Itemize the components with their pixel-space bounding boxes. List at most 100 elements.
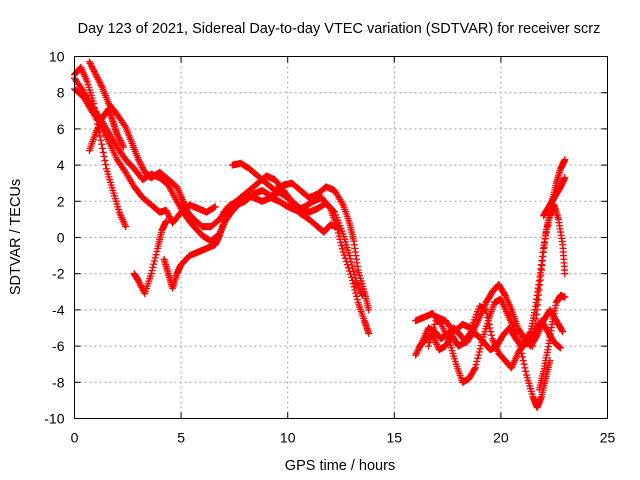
plus-marker bbox=[476, 345, 484, 353]
plus-marker bbox=[338, 245, 346, 253]
plus-marker bbox=[150, 260, 158, 268]
series-track-15 bbox=[535, 291, 569, 394]
plus-marker bbox=[471, 365, 479, 373]
plus-marker bbox=[165, 211, 173, 219]
plus-marker bbox=[474, 354, 482, 362]
y-tick-labels: -10 -8 -6 -4 -2 0 2 4 6 8 10 bbox=[44, 49, 64, 427]
plus-marker bbox=[519, 357, 527, 365]
plus-marker bbox=[338, 242, 346, 250]
y-axis-label: SDTVAR / TECUs bbox=[8, 179, 24, 295]
plus-marker bbox=[96, 132, 104, 140]
x-tick-label: 10 bbox=[280, 430, 296, 446]
plus-marker bbox=[90, 67, 98, 75]
plus-marker bbox=[482, 306, 490, 314]
plus-marker bbox=[430, 324, 438, 332]
plus-marker bbox=[414, 346, 422, 354]
plus-marker bbox=[97, 82, 105, 90]
plus-marker bbox=[134, 277, 142, 285]
y-tick-label: -2 bbox=[52, 266, 65, 282]
plus-marker bbox=[412, 351, 420, 359]
plus-marker bbox=[365, 306, 373, 314]
chart-title: Day 123 of 2021, Sidereal Day-to-day VTE… bbox=[78, 21, 601, 37]
x-tick-label: 15 bbox=[387, 430, 403, 446]
data-points bbox=[71, 58, 569, 412]
x-tick-labels: 0 5 10 15 20 25 bbox=[71, 430, 616, 446]
plus-marker bbox=[350, 271, 358, 279]
plus-marker bbox=[113, 130, 121, 138]
plus-marker bbox=[102, 161, 110, 169]
plus-marker bbox=[117, 138, 125, 146]
y-tick-label: 0 bbox=[57, 230, 65, 246]
plus-marker bbox=[150, 257, 158, 265]
series-track-8 bbox=[228, 159, 373, 314]
plus-marker bbox=[358, 291, 366, 299]
plus-marker bbox=[98, 140, 106, 148]
plus-marker bbox=[89, 64, 97, 72]
plus-marker bbox=[483, 310, 491, 318]
plus-marker bbox=[96, 79, 104, 87]
plus-marker bbox=[120, 143, 128, 151]
plus-marker bbox=[559, 328, 567, 336]
plus-marker bbox=[87, 61, 95, 69]
y-tick-label: 2 bbox=[57, 193, 65, 209]
series-track-5 bbox=[85, 105, 128, 155]
plus-marker bbox=[164, 210, 172, 218]
plus-marker bbox=[165, 213, 173, 221]
plus-marker bbox=[97, 80, 105, 88]
y-tick-label: 4 bbox=[57, 157, 65, 173]
plus-marker bbox=[334, 229, 342, 237]
x-tick-label: 25 bbox=[600, 430, 616, 446]
plus-marker bbox=[348, 261, 356, 269]
y-tick-label: -6 bbox=[52, 338, 65, 354]
plus-marker bbox=[556, 343, 564, 351]
plus-marker bbox=[428, 331, 436, 339]
series-track-4 bbox=[85, 58, 373, 337]
plus-marker bbox=[88, 63, 96, 71]
plus-marker bbox=[330, 207, 338, 215]
plus-marker bbox=[134, 156, 142, 164]
plus-marker bbox=[486, 324, 494, 332]
plus-marker bbox=[89, 66, 97, 74]
plus-marker bbox=[484, 313, 492, 321]
plus-marker bbox=[149, 263, 157, 271]
plus-marker bbox=[561, 174, 569, 182]
plus-marker bbox=[119, 141, 127, 149]
series-track-14 bbox=[529, 201, 569, 350]
plus-marker bbox=[349, 264, 357, 272]
plus-marker bbox=[365, 329, 373, 337]
plus-marker bbox=[122, 223, 130, 231]
plus-marker bbox=[522, 367, 530, 375]
plus-marker bbox=[353, 295, 361, 303]
plus-marker bbox=[162, 217, 170, 225]
plus-marker bbox=[521, 364, 529, 372]
plus-marker bbox=[561, 156, 569, 164]
plus-marker bbox=[162, 206, 170, 214]
plus-marker bbox=[121, 122, 129, 130]
plus-marker bbox=[118, 140, 126, 148]
x-tick-label: 5 bbox=[177, 430, 185, 446]
plus-marker bbox=[488, 331, 496, 339]
plus-marker bbox=[413, 348, 421, 356]
plus-marker bbox=[472, 361, 480, 369]
plus-marker bbox=[210, 203, 218, 211]
plus-marker bbox=[116, 137, 124, 145]
plus-marker bbox=[138, 162, 146, 170]
plus-marker bbox=[153, 248, 161, 256]
plus-marker bbox=[98, 144, 106, 152]
plus-marker bbox=[561, 270, 569, 278]
plus-marker bbox=[211, 203, 219, 211]
plus-marker bbox=[352, 289, 360, 297]
plus-marker bbox=[93, 74, 101, 82]
plus-marker bbox=[137, 282, 145, 290]
plus-marker bbox=[351, 274, 359, 282]
plus-marker bbox=[135, 279, 143, 287]
plus-marker bbox=[99, 148, 107, 156]
plus-marker bbox=[91, 69, 99, 77]
plus-marker bbox=[557, 344, 565, 352]
plus-marker bbox=[412, 350, 420, 358]
x-tick-label: 0 bbox=[71, 430, 79, 446]
series-track-3 bbox=[71, 85, 219, 227]
plus-marker bbox=[427, 335, 435, 343]
plus-marker bbox=[137, 160, 145, 168]
